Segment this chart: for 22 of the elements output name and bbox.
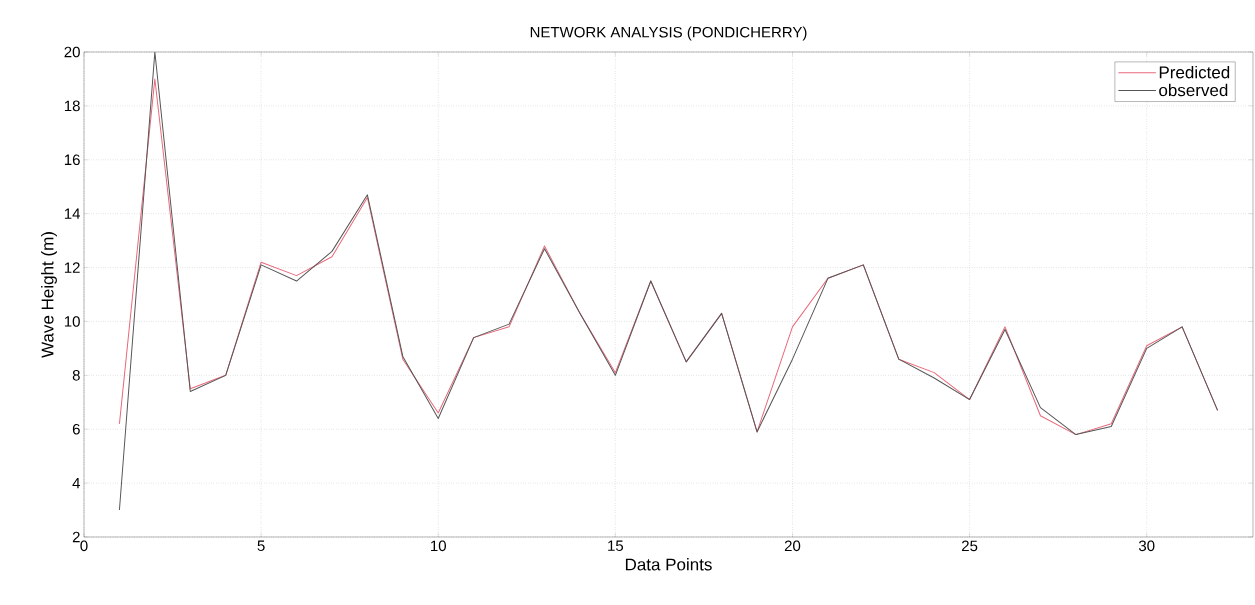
- x-tick-label: 0: [80, 540, 88, 552]
- y-axis-title: Wave Height (m): [41, 232, 57, 358]
- x-tick-label: 25: [962, 540, 978, 552]
- y-tick-label: 2: [72, 531, 80, 543]
- y-tick-label: 4: [72, 477, 81, 489]
- legend-label: observed: [1159, 83, 1228, 97]
- x-axis-title: Data Points: [625, 558, 712, 571]
- y-tick-label: 14: [64, 208, 81, 219]
- x-tick-label: 20: [784, 540, 801, 552]
- y-tick-label: 6: [72, 423, 80, 435]
- y-tick-label: 8: [72, 370, 80, 381]
- chart-title: NETWORK ANALYSIS (PONDICHERRY): [530, 26, 807, 41]
- x-tick-label: 10: [431, 540, 446, 552]
- y-tick-label: 16: [64, 154, 80, 166]
- y-tick-label: 18: [64, 100, 80, 112]
- x-tick-label: 15: [608, 540, 624, 551]
- y-tick-label: 20: [64, 46, 80, 58]
- legend-label: Predicted: [1159, 65, 1230, 79]
- x-tick-label: 5: [257, 540, 265, 551]
- y-tick-label: 12: [64, 262, 80, 273]
- y-tick-label: 10: [64, 316, 80, 327]
- x-tick-label: 30: [1138, 540, 1155, 552]
